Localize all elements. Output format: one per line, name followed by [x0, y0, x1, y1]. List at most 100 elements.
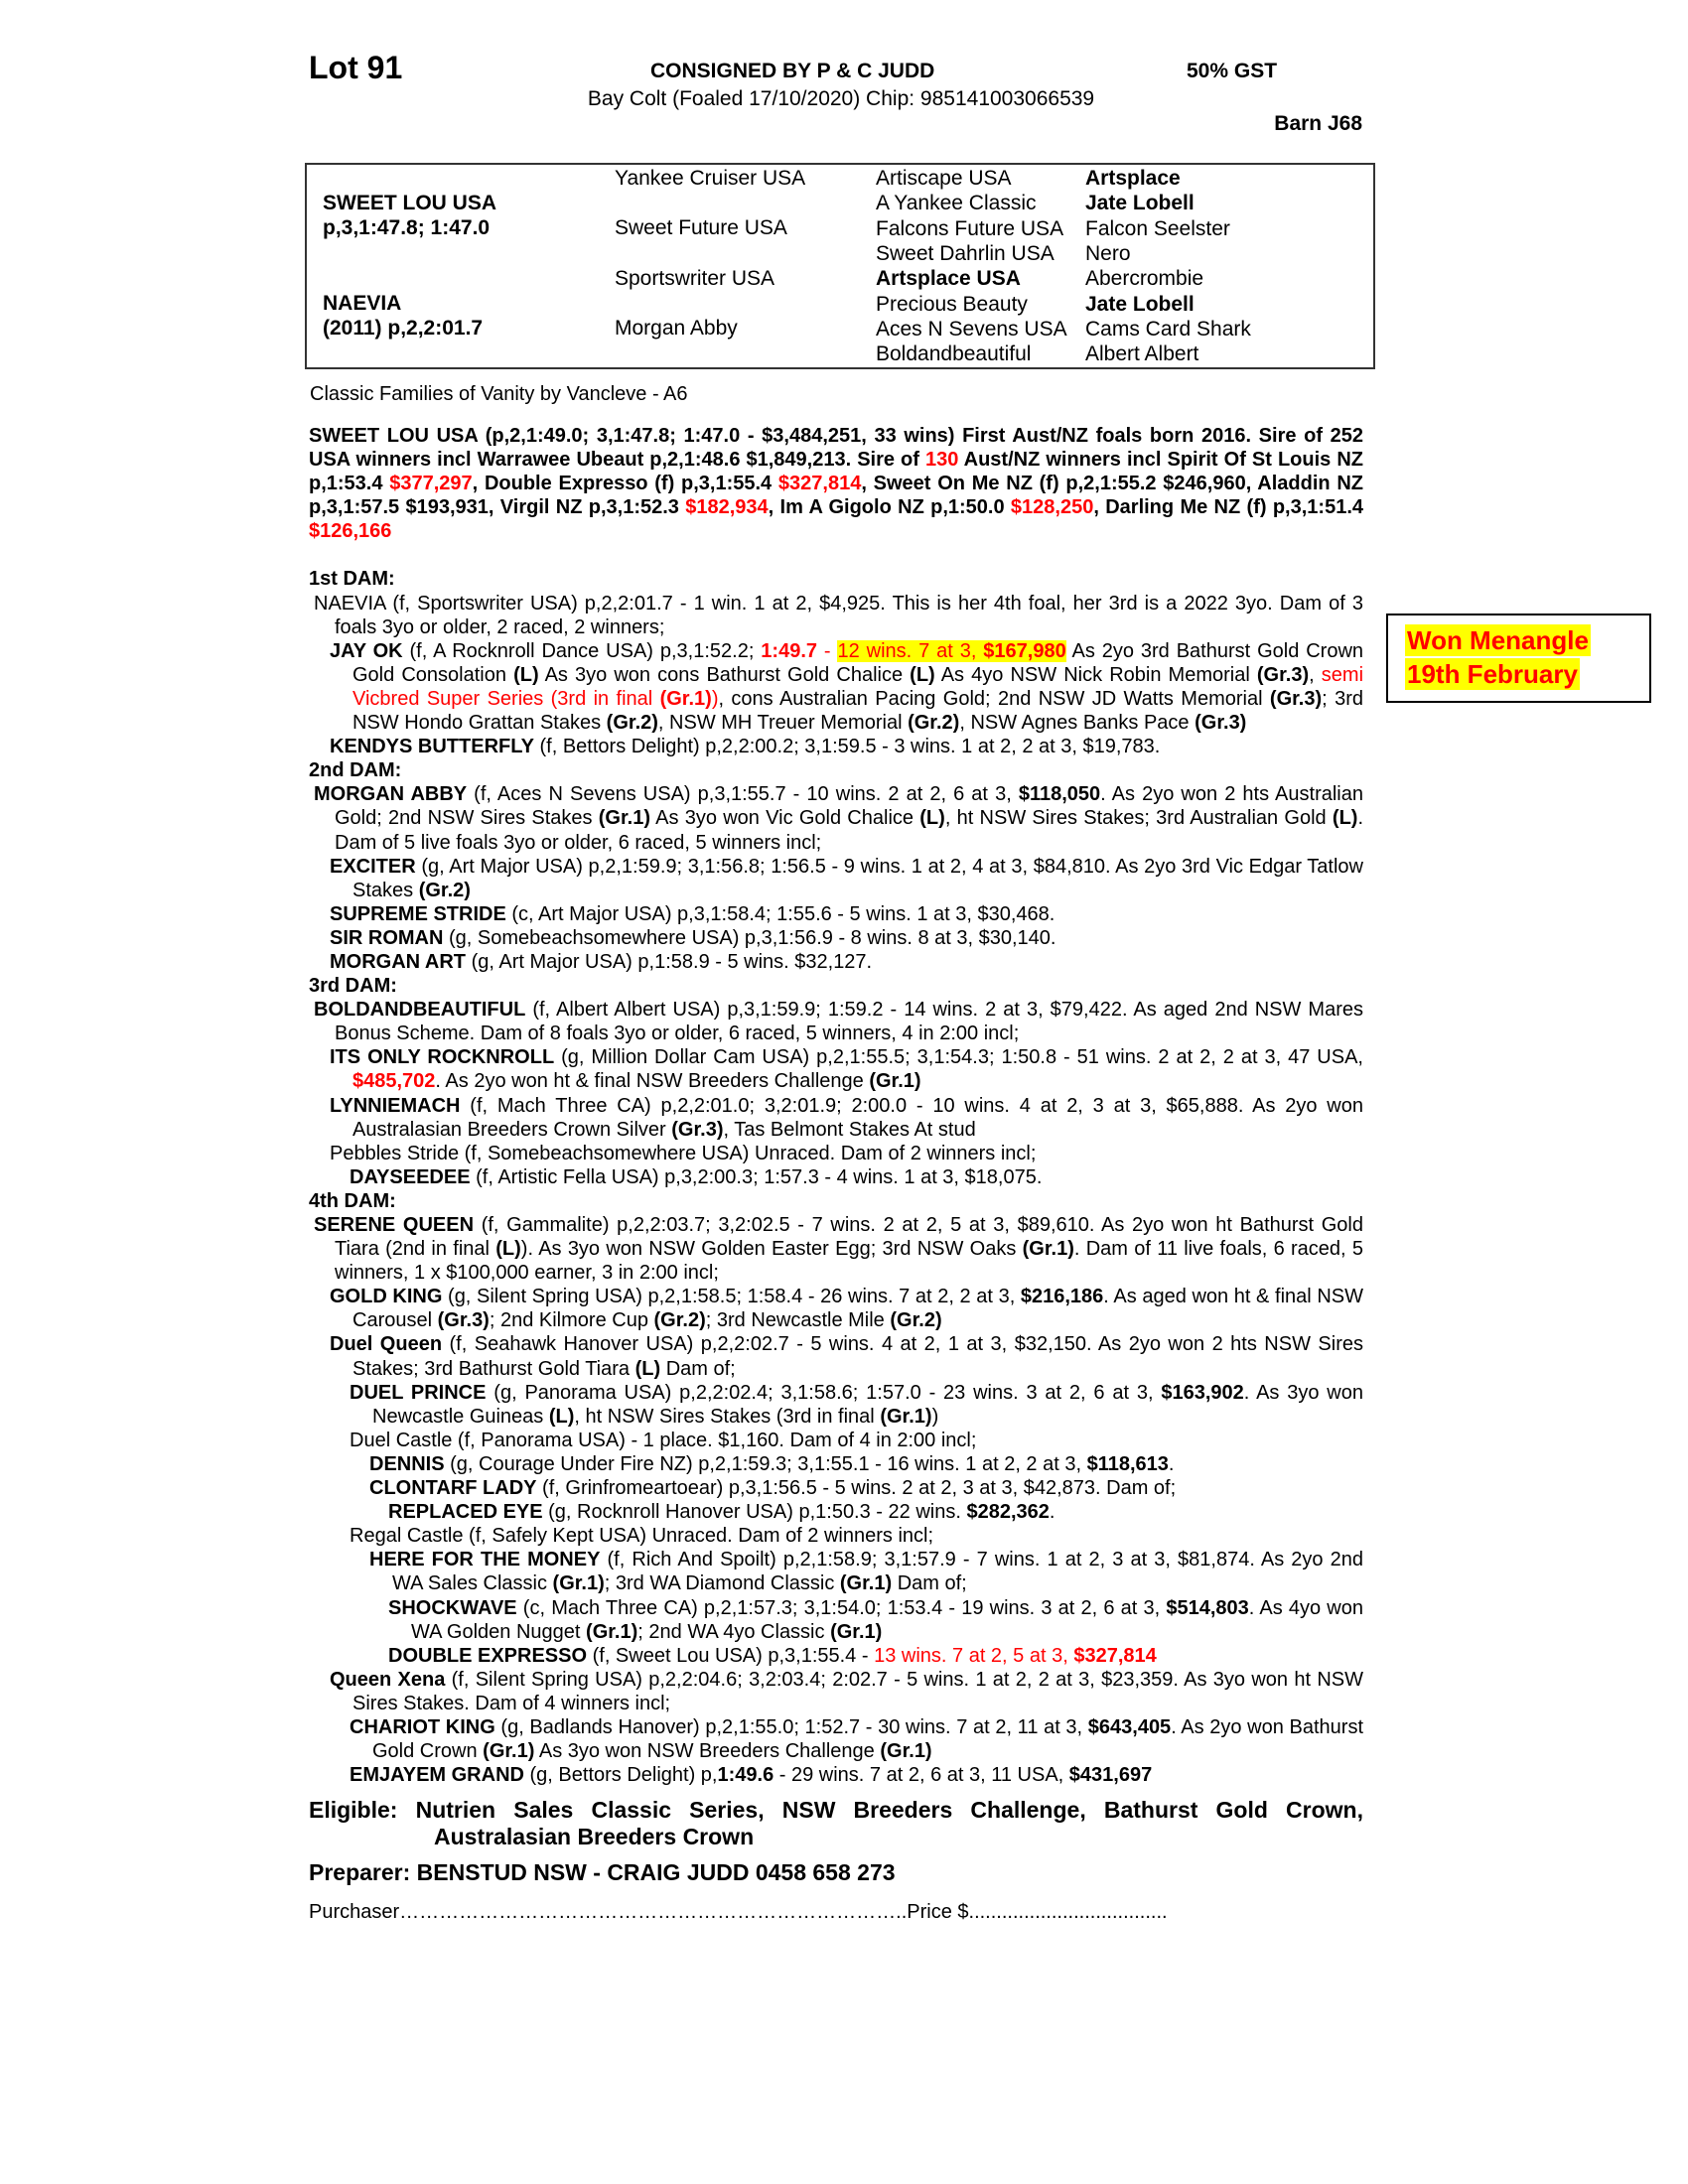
text-run: REPLACED EYE — [388, 1501, 543, 1524]
text-run: (c, Art Major USA) p,3,1:58.4; 1:55.6 - … — [505, 902, 1055, 925]
text-run: (Gr.1) — [483, 1740, 535, 1763]
text-run: , NSW Agnes Banks Pace — [959, 712, 1196, 735]
text-run: (f, Artistic Fella USA) p,3,2:00.3; 1:57… — [470, 1165, 1043, 1188]
text-run: (Gr.2) — [653, 1309, 706, 1332]
dam-heading: 1st DAM: — [309, 568, 395, 591]
pedigree-entry: Duel Castle (f, Panorama USA) - 1 place.… — [309, 1429, 1363, 1452]
pedigree-entry: DAYSEEDEE (f, Artistic Fella USA) p,3,2:… — [309, 1165, 1363, 1189]
text-run: , ht NSW Sires Stakes; 3rd Australian Go… — [944, 807, 1333, 830]
text-run: $216,186 — [1020, 1286, 1104, 1308]
text-run: Duel Castle (f, Panorama USA) - 1 place.… — [350, 1429, 977, 1451]
pedigree-entry: MORGAN ART (g, Art Major USA) p,1:58.9 -… — [309, 950, 1363, 974]
text-run: BOLDANDBEAUTIFUL — [314, 999, 526, 1022]
text-run: $182,934 — [685, 496, 769, 519]
sire-record: p,3,1:47.8; 1:47.0 — [323, 216, 491, 239]
pedigree-table: SWEET LOU USA p,3,1:47.8; 1:47.0 NAEVIA … — [305, 163, 1375, 369]
pedigree-entry: MORGAN ABBY (f, Aces N Sevens USA) p,3,1… — [309, 782, 1363, 854]
text-run: (Gr.3) — [671, 1118, 724, 1141]
text-run: Dam of; — [660, 1357, 736, 1380]
pedigree-gen4: Nero — [1085, 241, 1131, 265]
pedigree-entry: HERE FOR THE MONEY (f, Rich And Spoilt) … — [309, 1548, 1363, 1595]
text-run: semi Vicbred Super Series (3rd in final — [352, 663, 1364, 710]
preparer: Preparer: BENSTUD NSW - CRAIG JUDD 0458 … — [309, 1859, 896, 1886]
text-run: . As 4yo won WA Golden Nugget — [411, 1596, 1363, 1643]
text-run: Duel Queen — [330, 1333, 443, 1356]
text-run: . As 2yo won Bathurst Gold Crown — [372, 1715, 1364, 1763]
text-run: ; 3rd Newcastle Mile — [705, 1309, 891, 1332]
update-note-line: 19th February — [1405, 658, 1580, 690]
dam-heading: 2nd DAM: — [309, 759, 402, 782]
text-run: As 2yo 3rd Bathurst Gold Crown Gold Cons… — [352, 639, 1364, 686]
text-run: (g, Art Major USA) p,2,1:59.9; 3,1:56.8;… — [352, 855, 1363, 901]
text-run: SERENE QUEEN — [314, 1214, 475, 1236]
text-run: (L) — [513, 663, 539, 686]
text-run: . Dam of 5 live foals 3yo or older, 6 ra… — [335, 807, 1364, 854]
pedigree-entry: DENNIS (g, Courage Under Fire NZ) p,2,1:… — [309, 1452, 1363, 1476]
pedigree-entry: NAEVIA (f, Sportswriter USA) p,2,2:01.7 … — [309, 592, 1363, 639]
text-run: DUEL PRINCE — [350, 1381, 487, 1404]
pedigree-gen3: Boldandbeautiful — [876, 342, 1032, 366]
text-run: . As 2yo won 2 hts Australian Gold; 2nd … — [335, 783, 1363, 830]
text-run: $167,980 — [983, 639, 1066, 662]
text-run: Regal Castle (f, Safely Kept USA) Unrace… — [350, 1525, 934, 1548]
text-run: As 3yo won Vic Gold Chalice — [650, 807, 920, 830]
text-run: (Gr.1) — [880, 1740, 932, 1763]
text-run: (g, Somebeachsomewhere USA) p,3,1:56.9 -… — [443, 926, 1056, 949]
dam-name: NAEVIA — [323, 292, 402, 315]
text-run: Dam of; — [892, 1572, 967, 1595]
text-run: , Sweet On Me NZ (f) p,2,1:55.2 $246,960… — [309, 473, 1364, 519]
text-run: (L) — [495, 1238, 521, 1261]
text-run: (Gr.1) — [839, 1572, 893, 1595]
text-run: DENNIS — [369, 1452, 445, 1475]
gst-note: 50% GST — [1187, 60, 1278, 82]
text-run: (f, Grinfromeartoear) p,3,1:56.5 - 5 win… — [536, 1477, 1177, 1500]
pedigree-entry: DUEL PRINCE (g, Panorama USA) p,2,2:02.4… — [309, 1381, 1363, 1429]
pedigree-entry: JAY OK (f, A Rocknroll Dance USA) p,3,1:… — [309, 639, 1363, 735]
text-run: (Gr.2) — [890, 1309, 942, 1332]
pedigree-entry: Regal Castle (f, Safely Kept USA) Unrace… — [309, 1524, 1363, 1548]
pedigree-entry: SUPREME STRIDE (c, Art Major USA) p,3,1:… — [309, 902, 1363, 926]
pedigree-gen3: Precious Beauty — [876, 292, 1028, 316]
text-run: (Gr.1) — [659, 687, 712, 710]
text-run: (f, Aces N Sevens USA) p,3,1:55.7 - 10 w… — [467, 783, 1019, 806]
sire-name: SWEET LOU USA — [323, 192, 497, 214]
pedigree-entry: SERENE QUEEN (f, Gammalite) p,2,2:03.7; … — [309, 1213, 1363, 1285]
text-run: , cons Australian Pacing Gold; 2nd NSW J… — [718, 687, 1270, 710]
text-run: (Gr.3) — [1269, 687, 1323, 710]
text-run: (L) — [910, 663, 935, 686]
pedigree-entry: DOUBLE EXPRESSO (f, Sweet Lou USA) p,3,1… — [309, 1644, 1363, 1668]
text-run: EMJAYEM GRAND — [350, 1764, 524, 1787]
text-run: (g, Art Major USA) p,1:58.9 - 5 wins. $3… — [466, 950, 873, 973]
text-run: (L) — [1332, 807, 1358, 830]
text-run: $514,803 — [1166, 1596, 1249, 1619]
pedigree-gen4: Artsplace — [1085, 167, 1181, 190]
pedigree-entry: REPLACED EYE (g, Rocknroll Hanover USA) … — [309, 1500, 1363, 1524]
text-run: JAY OK — [330, 639, 403, 662]
text-run: (Gr.1) — [598, 807, 651, 830]
text-run: As 3yo won NSW Breeders Challenge — [534, 1740, 881, 1763]
text-run: (g, Bettors Delight) p, — [523, 1764, 718, 1787]
dam-heading: 4th DAM: — [309, 1189, 396, 1212]
pedigree-entry: LYNNIEMACH (f, Mach Three CA) p,2,2:01.0… — [309, 1094, 1363, 1142]
dam-sections: 1st DAM: NAEVIA (f, Sportswriter USA) p,2… — [309, 567, 1363, 1787]
text-run: (g, Silent Spring USA) p,2,1:58.5; 1:58.… — [442, 1286, 1021, 1308]
pedigree-gen4: Abercrombie — [1085, 267, 1204, 291]
text-run: $126,166 — [309, 520, 392, 543]
text-run: $327,814 — [1073, 1644, 1157, 1667]
pedigree-entry: ITS ONLY ROCKNROLL (g, Million Dollar Ca… — [309, 1045, 1363, 1093]
dam-section: 3rd DAM: BOLDANDBEAUTIFUL (f, Albert Albe… — [309, 974, 1363, 1189]
text-run: , Tas Belmont Stakes At stud — [723, 1118, 976, 1141]
pedigree-gen4: Jate Lobell — [1085, 292, 1195, 316]
pedigree-gen2: Yankee Cruiser USA — [615, 167, 806, 190]
text-run: (L) — [548, 1405, 575, 1428]
text-run: (g, Badlands Hanover) p,2,1:55.0; 1:52.7… — [494, 1715, 1088, 1738]
lot-number: Lot 91 — [309, 50, 403, 85]
text-run: (Gr.3) — [437, 1309, 490, 1332]
text-run: CHARIOT KING — [350, 1715, 495, 1738]
text-run: MORGAN ART — [330, 950, 467, 973]
text-run: (f, Mach Three CA) p,2,2:01.0; 3,2:01.9;… — [352, 1094, 1363, 1141]
text-run: (Gr.2) — [908, 712, 960, 735]
text-run: (f, Silent Spring USA) p,2,2:04.6; 3,2:0… — [352, 1668, 1363, 1714]
pedigree-entry: Duel Queen (f, Seahawk Hanover USA) p,2,… — [309, 1332, 1363, 1380]
pedigree-gen4: Cams Card Shark — [1085, 317, 1251, 341]
